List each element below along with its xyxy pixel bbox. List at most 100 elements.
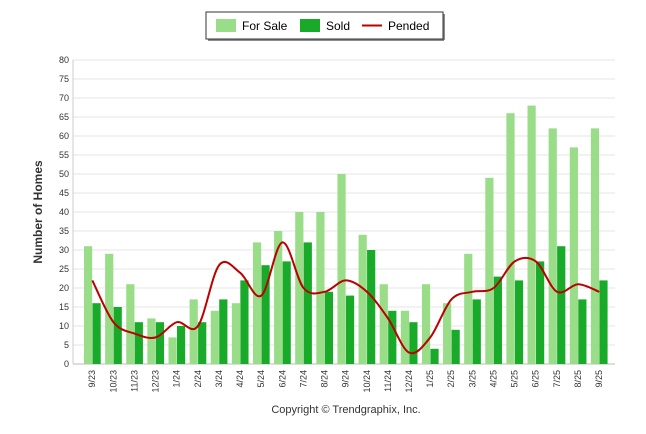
y-tick-label: 35 — [59, 226, 69, 236]
bar-sold — [430, 348, 439, 364]
bar-for-sale — [337, 174, 346, 364]
legend-swatch-for-sale — [216, 19, 236, 32]
bar-for-sale — [126, 284, 135, 364]
y-tick-label: 70 — [59, 93, 69, 103]
bar-sold — [219, 299, 228, 364]
x-tick-label: 11/24 — [383, 370, 393, 392]
bar-for-sale — [527, 105, 536, 364]
legend-label-for-sale: For Sale — [242, 19, 288, 33]
y-tick-label: 20 — [59, 283, 69, 293]
bar-sold — [409, 322, 418, 364]
bar-for-sale — [189, 299, 198, 364]
x-tick-label: 7/25 — [552, 370, 562, 388]
y-tick-label: 5 — [64, 340, 69, 350]
x-tick-label: 6/25 — [531, 370, 541, 388]
bar-for-sale — [231, 303, 241, 364]
legend-swatch-sold — [300, 19, 320, 32]
bar-sold — [240, 280, 249, 364]
bar-sold — [388, 310, 397, 364]
x-tick-label: 3/25 — [467, 370, 477, 388]
bar-sold — [113, 307, 122, 364]
x-tick-label: 10/23 — [108, 370, 118, 393]
bar-sold — [324, 291, 334, 364]
x-tick-label: 1/25 — [425, 370, 435, 388]
bar-for-sale — [274, 231, 283, 364]
bar-sold — [536, 261, 545, 364]
bar-sold — [134, 322, 143, 364]
x-tick-label: 12/24 — [404, 370, 414, 393]
bar-sold — [176, 326, 186, 364]
bar-sold — [303, 242, 312, 364]
x-tick-label: 2/25 — [446, 370, 456, 388]
bar-for-sale — [569, 147, 578, 364]
bar-sold — [493, 276, 502, 364]
x-tick-label: 7/24 — [298, 370, 308, 388]
y-tick-label: 65 — [59, 112, 69, 122]
bar-for-sale — [379, 284, 388, 364]
x-tick-label: 12/23 — [151, 370, 161, 393]
y-tick-label: 60 — [59, 131, 69, 141]
x-tick-label: 4/25 — [488, 370, 498, 388]
bar-sold — [557, 246, 566, 364]
y-ticks: 0 5 10 15 20 25 30 35 40 45 50 55 60 65 70 75 80 — [59, 55, 69, 369]
y-tick-label: 30 — [59, 245, 69, 255]
x-tick-label: 9/24 — [341, 370, 351, 388]
y-axis-label: Number of Homes — [31, 160, 45, 264]
bar-sold — [514, 280, 524, 364]
bar-for-sale — [84, 246, 93, 364]
bar-for-sale — [295, 212, 304, 364]
y-tick-label: 0 — [64, 359, 69, 369]
bar-sold — [599, 280, 608, 364]
copyright-footer: Copyright © Trendgraphix, Inc. — [271, 404, 420, 416]
bar-for-sale — [168, 337, 177, 364]
bar-sold — [578, 299, 587, 364]
legend: For Sale Sold Pended — [205, 11, 445, 41]
y-tick-label: 40 — [59, 207, 69, 217]
legend-label-sold: Sold — [326, 19, 350, 33]
bar-sold — [282, 261, 291, 364]
x-tick-label: 9/23 — [87, 370, 97, 388]
bar-for-sale — [316, 212, 325, 364]
x-tick-label: 10/24 — [362, 370, 372, 393]
bar-for-sale — [400, 310, 409, 364]
bar-for-sale — [147, 318, 156, 364]
x-tick-label: 9/25 — [594, 370, 604, 388]
bar-sold — [92, 303, 101, 364]
bar-sold — [451, 329, 460, 364]
bar-for-sale — [506, 113, 515, 364]
y-tick-label: 10 — [59, 321, 69, 331]
x-tick-label: 2/24 — [193, 370, 203, 388]
bar-sold — [198, 322, 207, 364]
bar-for-sale — [443, 303, 452, 364]
bar-for-sale — [358, 234, 367, 364]
bar-for-sale — [590, 128, 600, 364]
y-tick-label: 55 — [59, 150, 69, 160]
x-tick-label: 5/24 — [256, 370, 266, 388]
x-tick-label: 1/24 — [172, 370, 182, 388]
legend-label-pended: Pended — [388, 19, 429, 33]
x-tick-label: 8/25 — [573, 370, 583, 388]
bar-sold — [367, 250, 376, 364]
x-ticks: 9/23 10/23 11/23 12/23 1/24 2/24 3/24 4/24 5/24 6… — [87, 370, 604, 393]
y-tick-label: 75 — [59, 74, 69, 84]
y-tick-label: 25 — [59, 264, 69, 274]
x-tick-label: 11/23 — [129, 370, 139, 392]
y-tick-label: 50 — [59, 169, 69, 179]
x-tick-label: 8/24 — [320, 370, 330, 388]
x-tick-label: 6/24 — [277, 370, 287, 388]
y-tick-label: 80 — [59, 55, 69, 65]
line-pended — [91, 241, 600, 355]
y-tick-label: 45 — [59, 188, 69, 198]
bar-sold — [345, 295, 355, 364]
bar-for-sale — [105, 253, 114, 364]
bar-for-sale — [421, 284, 431, 364]
bars — [84, 105, 608, 364]
bar-for-sale — [210, 310, 219, 364]
x-tick-label: 5/25 — [510, 370, 520, 388]
y-tick-label: 15 — [59, 302, 69, 312]
x-tick-label: 4/24 — [235, 370, 245, 388]
bar-sold — [155, 322, 165, 364]
bar-for-sale — [464, 253, 473, 364]
bar-for-sale — [485, 177, 494, 364]
